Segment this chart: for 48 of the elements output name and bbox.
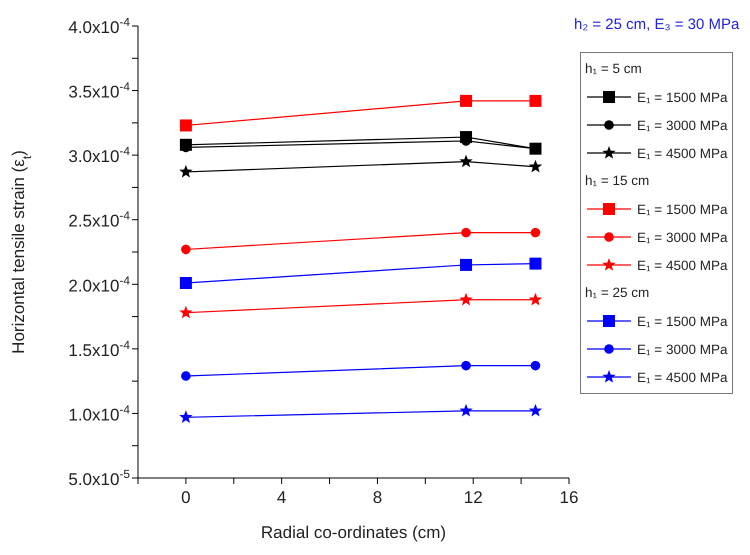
legend-label: E₁ = 4500 MPa	[637, 370, 728, 384]
point	[460, 94, 472, 107]
legend-label: E₁ = 4500 MPa	[637, 146, 728, 160]
point	[528, 404, 542, 417]
text: h₁ = 5 cm	[585, 61, 642, 76]
point	[181, 244, 191, 254]
y-tick-label: 2.0x10$^{-4}$	[68, 273, 130, 296]
legend-label: E₁ = 3000 MPa	[637, 118, 728, 132]
legend-label: E₁ = 1500 MPa	[637, 314, 728, 328]
x-tick-label: 12	[464, 488, 483, 507]
y-tick-label: 1.0x10$^{-4}$	[68, 402, 130, 424]
x-axis-title: Radial co-ordinates (cm)	[260, 523, 446, 542]
point	[530, 360, 540, 370]
point	[179, 410, 193, 423]
legend-label: E₁ = 1500 MPa	[637, 202, 728, 216]
point	[460, 258, 472, 271]
point	[180, 276, 192, 289]
legend-label: E₁ = 3000 MPa	[637, 230, 728, 244]
legend-label: E₁ = 4500 MPa	[637, 258, 728, 272]
point	[459, 404, 473, 417]
legend-label: E₁ = 3000 MPa	[637, 342, 728, 356]
point	[461, 228, 471, 238]
text: h₂ = 25 cm, E₃ = 30 MPa	[574, 16, 740, 33]
y-tick-label: 4.0x10$^{-4}$	[68, 15, 130, 37]
point	[459, 154, 473, 168]
y-tick-label: 5.0x10$^{-5}$	[68, 467, 130, 489]
y-tick-label: 2.5x10$^{-4}$	[68, 208, 130, 231]
point	[181, 371, 191, 381]
x-tick-label: 0	[181, 488, 191, 507]
x-tick-label: 16	[560, 488, 578, 507]
y-tick-label: 1.5x10$^{-4}$	[68, 338, 130, 360]
text: h₁ = 25 cm	[585, 285, 650, 300]
x-tick-label: 8	[372, 488, 382, 507]
point	[180, 119, 192, 132]
point	[528, 292, 542, 306]
point	[528, 160, 542, 172]
point	[529, 258, 542, 270]
point	[459, 292, 473, 306]
y-tick-label: 3.5x10$^{-4}$	[68, 80, 130, 102]
legend-label: E₁ = 1500 MPa	[637, 90, 728, 104]
point	[179, 306, 193, 318]
point	[179, 164, 193, 178]
y-tick-label: 3.0x10$^{-4}$	[68, 144, 130, 166]
point	[461, 360, 471, 370]
text: h₁ = 15 cm	[585, 173, 650, 188]
x-tick-label: 4	[276, 488, 286, 507]
point	[530, 228, 540, 238]
point	[529, 94, 542, 107]
